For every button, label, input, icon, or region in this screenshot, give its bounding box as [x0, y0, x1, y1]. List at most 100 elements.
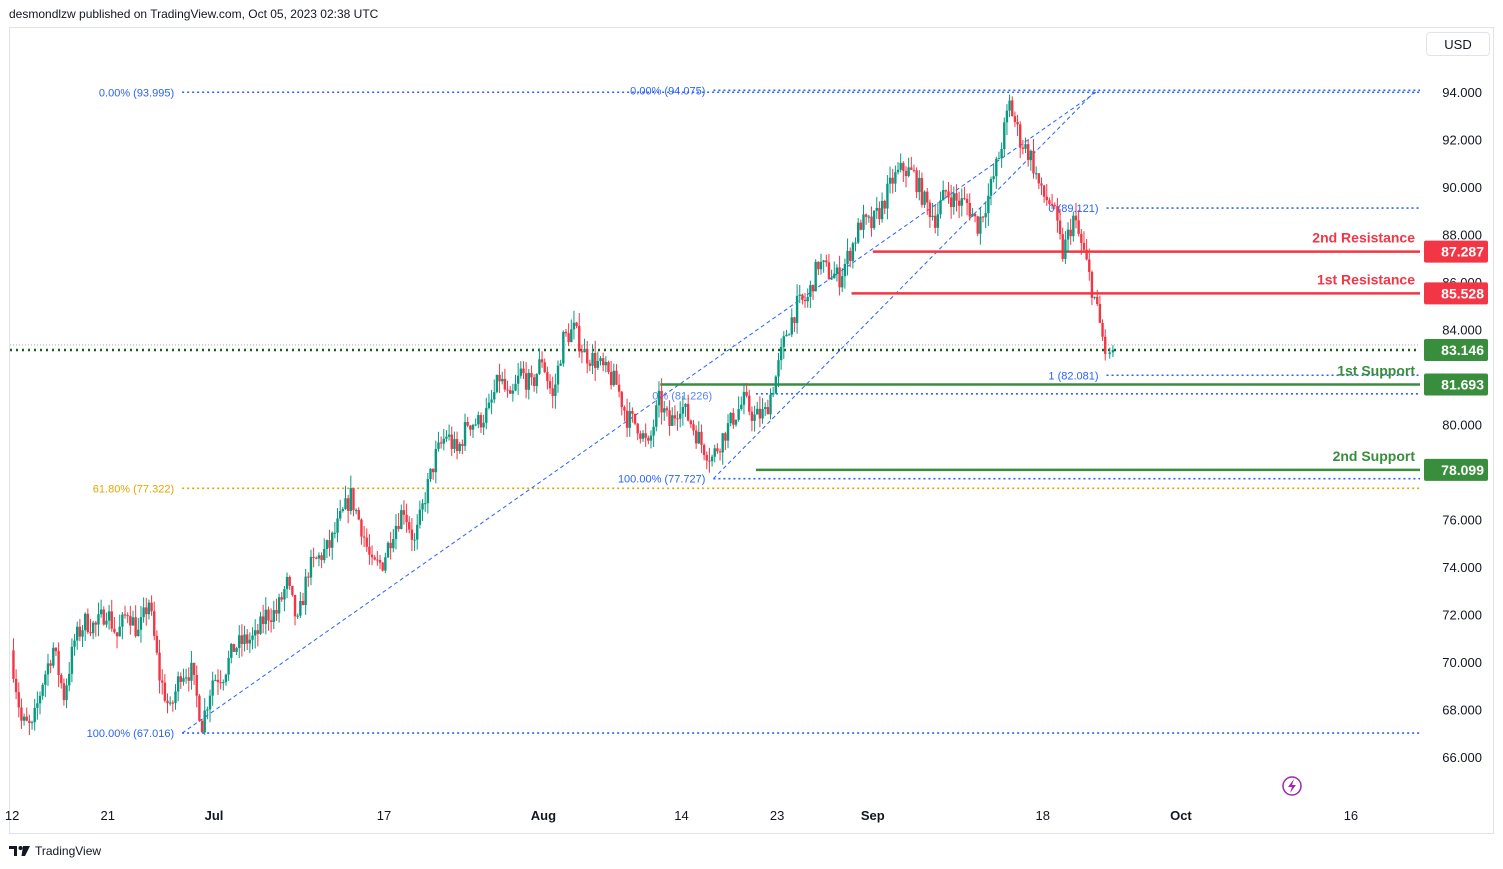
candle-body — [118, 626, 121, 637]
candle-body — [325, 540, 329, 550]
candle-body — [756, 408, 759, 415]
candle-body — [307, 576, 310, 578]
candle-body — [556, 365, 560, 385]
candle-body — [1040, 183, 1043, 186]
candle-body — [649, 435, 653, 441]
candle-body — [256, 630, 260, 634]
support-2-name: 2nd Support — [1333, 448, 1416, 464]
candle-body — [973, 213, 977, 217]
candle-body — [349, 488, 353, 511]
candle-body — [559, 363, 562, 366]
candle-body — [416, 524, 419, 540]
candle-body — [182, 678, 185, 682]
candle-body — [184, 677, 188, 679]
candle-body — [30, 722, 34, 724]
chart-frame[interactable] — [9, 27, 1494, 834]
date-tick: Aug — [531, 808, 556, 823]
candle-body — [979, 216, 982, 234]
candle-body — [418, 509, 422, 525]
candle-body — [251, 635, 254, 640]
candle-body — [437, 442, 440, 449]
candle-body — [139, 617, 143, 630]
candle-body — [660, 390, 663, 413]
candle-body — [904, 170, 908, 176]
candle-body — [551, 388, 554, 396]
candle-body — [838, 267, 841, 288]
candle-body — [721, 433, 724, 453]
candle-body — [694, 430, 698, 444]
candle-body — [516, 375, 520, 384]
candle-body — [482, 422, 485, 428]
candle-body — [859, 222, 863, 230]
candle-body — [86, 613, 90, 633]
candle-body — [830, 278, 833, 280]
candle-body — [408, 522, 411, 530]
candle-body — [137, 629, 140, 637]
tradingview-logo[interactable]: TradingView — [9, 844, 101, 858]
candle-body — [546, 372, 549, 382]
candle-body — [445, 436, 448, 439]
candle-body — [1085, 249, 1088, 260]
candle-body — [1053, 205, 1056, 207]
candle-body — [995, 158, 998, 177]
candle-body — [248, 639, 252, 644]
candle-body — [593, 352, 597, 368]
candle-body — [644, 433, 647, 438]
candle-body — [227, 657, 230, 675]
candle-body — [259, 616, 262, 634]
lightning-icon-bolt — [1288, 779, 1296, 793]
candle-body — [277, 597, 281, 614]
candle-body — [354, 510, 358, 512]
candle-body — [663, 408, 666, 413]
candle-body — [158, 652, 161, 681]
candle-body — [333, 532, 337, 534]
candle-body — [110, 611, 113, 629]
currency-button[interactable]: USD — [1426, 32, 1490, 56]
candle-body — [264, 609, 268, 625]
price-badges: 87.287 85.528 81.693 78.099 83.146 — [1424, 240, 1488, 481]
fib-label: 0 (89.121) — [1048, 203, 1098, 215]
candle-body — [230, 643, 233, 658]
candle-body — [171, 702, 175, 704]
candle-body — [992, 176, 995, 180]
candle-body — [833, 273, 836, 279]
publisher-caption: desmondlzw published on TradingView.com,… — [9, 7, 379, 21]
candle-body — [878, 207, 881, 220]
candle-body — [46, 663, 50, 675]
price-tick: 90.000 — [1442, 180, 1482, 195]
candle-body — [466, 422, 469, 426]
candle-body — [214, 679, 217, 681]
candle-body — [474, 424, 477, 426]
candle-body — [548, 381, 552, 389]
date-tick: 16 — [1344, 808, 1358, 823]
candle-body — [161, 680, 164, 683]
candle-body — [724, 433, 727, 441]
candle-body — [331, 532, 334, 548]
candle-body — [320, 555, 323, 561]
levels-layer: 2nd Resistance 1st Resistance 1st Support 2… — [10, 230, 1420, 472]
candle-body — [280, 597, 283, 600]
candle-body — [902, 162, 905, 171]
candle-body — [697, 431, 700, 444]
candle-body — [105, 620, 108, 625]
candle-body — [633, 413, 637, 424]
candle-body — [89, 632, 92, 634]
candle-body — [782, 336, 785, 347]
candle-body — [540, 359, 544, 363]
candle-body — [609, 371, 613, 386]
candle-body — [578, 325, 581, 352]
candle-body — [81, 630, 84, 637]
lightning-icon-ring — [1282, 776, 1302, 796]
candle-body — [328, 540, 331, 548]
price-tick: 66.000 — [1442, 750, 1482, 765]
candle-body — [971, 213, 974, 217]
candle-body — [232, 643, 236, 652]
candle-body — [718, 451, 722, 453]
candle-body — [174, 691, 177, 704]
candle-body — [394, 525, 398, 539]
candle-body — [880, 200, 884, 220]
candle-body — [1016, 121, 1019, 125]
candle-body — [508, 390, 512, 394]
candle-body — [41, 684, 44, 696]
